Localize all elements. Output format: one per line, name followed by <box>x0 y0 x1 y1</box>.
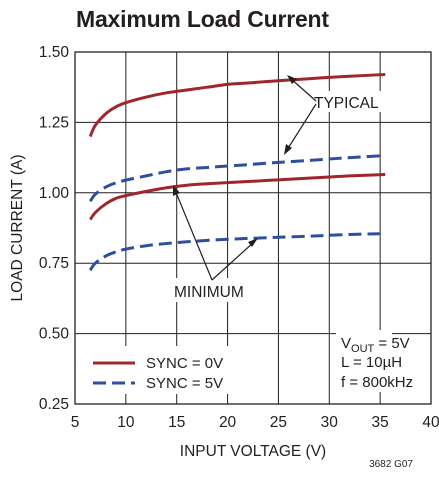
annotation-frequency: f = 800kHz <box>341 374 413 391</box>
legend-label-sync-0v: SYNC = 0V <box>146 355 223 372</box>
chart-title: Maximum Load Current <box>76 6 329 32</box>
x-axis-label: INPUT VOLTAGE (V) <box>180 443 326 460</box>
annotation-vout: VOUT = 5V <box>341 335 410 355</box>
axes: 5 10 15 20 25 30 35 40 0.25 0.50 0.75 1.00 1.25 1.50 I… <box>9 44 439 460</box>
y-tick-label-1: 0.50 <box>39 326 70 343</box>
series-line-typical-sync-5v <box>89 154 386 203</box>
x-tick-label-5: 5 <box>71 414 80 431</box>
annotations: TYPICAL MINIMUM VOUT = 5V L = 10µH f = 8… <box>165 75 413 392</box>
minimum-arrows <box>173 185 258 281</box>
y-tick-label-4: 1.25 <box>39 114 69 131</box>
typical-arrow-lower-head <box>284 144 292 155</box>
legend-label-sync-5v: SYNC = 5V <box>146 375 223 392</box>
series-line-minimum-sync-0v <box>89 173 386 221</box>
legend: SYNC = 0V SYNC = 5V <box>88 346 238 394</box>
annotation-inductor: L = 10µH <box>341 354 402 371</box>
x-tick-label-20: 20 <box>219 414 237 431</box>
data-series <box>88 73 386 272</box>
x-tick-label-35: 35 <box>372 414 389 431</box>
y-tick-label-5: 1.50 <box>39 44 70 61</box>
typical-arrow-lower <box>286 103 317 151</box>
series-line-minimum-sync-5v <box>89 232 386 272</box>
x-tick-label-40: 40 <box>422 414 439 431</box>
annotation-typical: TYPICAL <box>314 95 379 112</box>
typical-arrow-upper-head <box>287 75 297 84</box>
conditions-box-bg <box>336 330 392 392</box>
y-axis-label: LOAD CURRENT (A) <box>9 155 26 302</box>
y-tick-label-2: 0.75 <box>39 255 69 272</box>
annotation-minimum: MINIMUM <box>174 284 244 301</box>
figure-id: 3682 G07 <box>369 459 413 470</box>
minimum-arrow-upper <box>174 189 213 281</box>
x-tick-label-15: 15 <box>168 414 185 431</box>
x-tick-label-30: 30 <box>321 414 339 431</box>
y-tick-label-0: 0.25 <box>39 396 69 413</box>
typical-arrow-upper <box>289 77 317 102</box>
minimum-arrow-upper-head <box>173 185 180 196</box>
legend-bg <box>88 346 238 394</box>
series-line-typical-sync-0v <box>88 73 386 138</box>
typical-arrows <box>284 75 317 155</box>
minimum-arrow-lower-head <box>248 238 258 247</box>
plot-frame <box>74 51 432 405</box>
x-tick-label-25: 25 <box>270 414 287 431</box>
y-tick-label-3: 1.00 <box>39 185 70 202</box>
x-tick-label-10: 10 <box>117 414 135 431</box>
annotation-minimum-bg <box>165 278 253 302</box>
minimum-arrow-lower <box>211 241 255 281</box>
annotation-typical-bg <box>311 91 381 112</box>
